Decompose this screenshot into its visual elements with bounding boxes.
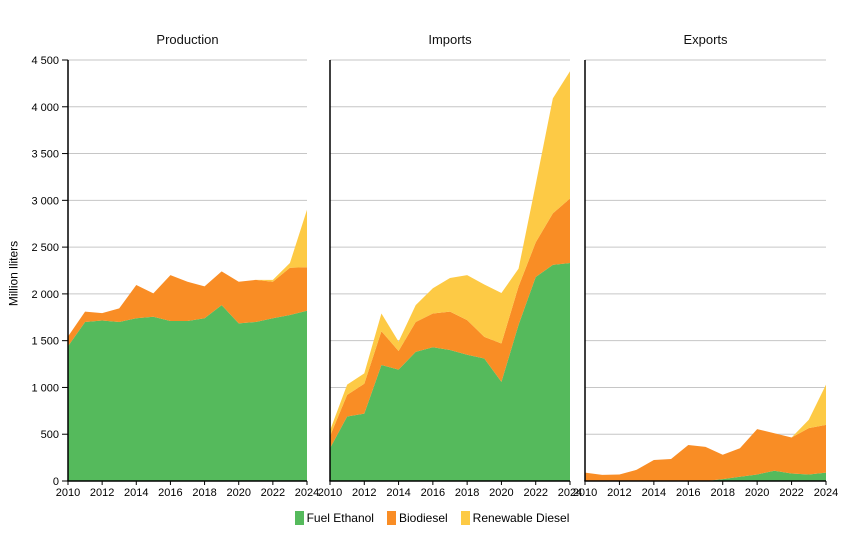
imports-area-fuel-ethanol <box>330 263 570 481</box>
panel-title-exports: Exports <box>683 32 728 47</box>
y-tick-label: 3 000 <box>31 195 59 207</box>
legend-label: Fuel Ethanol <box>306 511 374 525</box>
production-x-axis-tick-labels: 2010 2012 2014 2016 2018 2020 2022 2024 <box>56 481 319 499</box>
y-tick-label: 3 500 <box>31 149 59 161</box>
panel-title-production: Production <box>156 32 219 47</box>
x-tick-label: 2014 <box>124 487 148 499</box>
x-tick-label: 2010 <box>56 487 80 499</box>
x-tick-label: 2012 <box>352 487 376 499</box>
panel-imports: 2010 2012 2014 2016 2018 2020 2022 2024 <box>318 59 582 499</box>
production-area-biodiesel <box>68 267 307 347</box>
y-tick-label: 2 500 <box>31 242 59 254</box>
y-axis-tick-labels: 0 500 1 000 1 500 2 000 2 500 3 000 3 500 4 000 4… <box>31 55 68 488</box>
x-tick-label: 2010 <box>573 487 597 499</box>
x-tick-label: 2022 <box>523 487 547 499</box>
x-tick-label: 2016 <box>421 487 445 499</box>
legend: Fuel Ethanol Biodiesel Renewable Diesel <box>0 509 864 527</box>
imports-x-axis-tick-labels: 2010 2012 2014 2016 2018 2020 2022 2024 <box>318 481 582 499</box>
x-tick-label: 2018 <box>455 487 479 499</box>
y-axis-label: Million lliters <box>6 240 21 307</box>
y-tick-label: 2 000 <box>31 289 59 301</box>
imports-area-biodiesel <box>330 198 570 449</box>
x-tick-label: 2022 <box>261 487 285 499</box>
imports-area-renewable-diesel <box>330 71 570 437</box>
fuel-ethanol-swatch-icon <box>294 511 304 525</box>
exports-gridlines <box>585 59 826 435</box>
x-tick-label: 2018 <box>192 487 216 499</box>
x-tick-label: 2012 <box>90 487 114 499</box>
panel-exports: 2010 2012 2014 2016 2018 2020 2022 2024 <box>573 59 838 499</box>
legend-entry-biodiesel: Biodiesel <box>386 511 448 525</box>
panel-title-imports: Imports <box>428 32 472 47</box>
y-tick-label: 0 <box>53 476 59 488</box>
x-tick-label: 2024 <box>814 487 838 499</box>
x-tick-label: 2020 <box>745 487 769 499</box>
x-tick-label: 2020 <box>489 487 513 499</box>
x-tick-label: 2014 <box>386 487 410 499</box>
panel-production: 2010 2012 2014 2016 2018 2020 2022 2024 <box>56 59 319 499</box>
production-area-fuel-ethanol <box>68 305 307 481</box>
legend-label: Renewable Diesel <box>472 511 570 525</box>
exports-x-axis-tick-labels: 2010 2012 2014 2016 2018 2020 2022 2024 <box>573 481 838 499</box>
y-tick-label: 1 000 <box>31 382 59 394</box>
x-tick-label: 2018 <box>710 487 734 499</box>
x-tick-label: 2014 <box>642 487 666 499</box>
y-tick-label: 500 <box>41 429 59 441</box>
x-tick-label: 2024 <box>558 487 582 499</box>
x-tick-label: 2024 <box>295 487 319 499</box>
x-tick-label: 2016 <box>158 487 182 499</box>
x-tick-label: 2010 <box>318 487 342 499</box>
y-tick-label: 1 500 <box>31 336 59 348</box>
legend-entry-renewable-diesel: Renewable Diesel <box>460 511 570 525</box>
legend-entry-fuel-ethanol: Fuel Ethanol <box>294 511 374 525</box>
x-tick-label: 2016 <box>676 487 700 499</box>
renewable-diesel-swatch-icon <box>460 511 470 525</box>
x-tick-label: 2012 <box>607 487 631 499</box>
exports-area-biodiesel <box>585 424 826 481</box>
y-tick-label: 4 500 <box>31 55 59 67</box>
exports-area-fuel-ethanol <box>585 470 826 481</box>
x-tick-label: 2020 <box>226 487 250 499</box>
x-tick-label: 2022 <box>779 487 803 499</box>
legend-label: Biodiesel <box>398 511 448 525</box>
y-tick-label: 4 000 <box>31 102 59 114</box>
biodiesel-swatch-icon <box>386 511 396 525</box>
